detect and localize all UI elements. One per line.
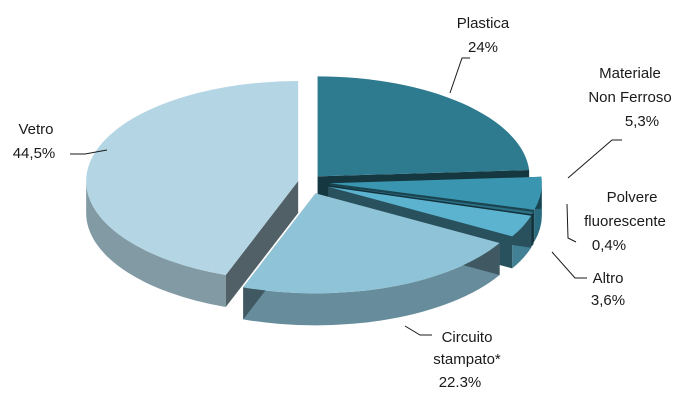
leader-line-plastica <box>449 57 470 94</box>
slice-side-vetro <box>86 181 226 308</box>
leader-line-altro <box>551 251 587 279</box>
slice-polvere-fluorescente <box>329 185 534 215</box>
leader-line-materiale <box>567 139 622 179</box>
slice-circuito-stampato <box>243 193 500 294</box>
slice-materiale-non-ferroso <box>329 176 542 210</box>
slice-vetro <box>86 81 299 276</box>
slice-side-circuito-stampato <box>243 242 500 326</box>
leader-line-polvere <box>566 203 577 243</box>
pie-slices <box>86 76 542 294</box>
label-materiale-name-1: Materiale <box>599 65 661 82</box>
label-materiale-name-2: Non Ferroso <box>588 89 671 106</box>
label-circuito-value: 22.3% <box>439 374 482 391</box>
leader-line-circuito <box>404 325 432 336</box>
label-altro-name: Altro <box>593 270 624 287</box>
slice-plastica <box>317 76 530 177</box>
label-altro-value: 3,6% <box>591 292 625 309</box>
label-plastica-value: 24% <box>468 39 498 56</box>
slice-cut-vetro-0 <box>225 181 299 308</box>
label-plastica-name: Plastica <box>457 15 510 32</box>
label-materiale-value: 5,3% <box>625 113 659 130</box>
leader-line-vetro <box>70 149 108 155</box>
label-polvere-name-1: Polvere <box>607 189 658 206</box>
label-circuito-name-2: stampato* <box>433 351 501 368</box>
label-polvere-value: 0,4% <box>592 237 626 254</box>
label-circuito-name-1: Circuito <box>442 329 493 346</box>
label-vetro-value: 44,5% <box>13 145 56 162</box>
label-vetro-name: Vetro <box>18 121 53 138</box>
slice-altro <box>328 186 532 237</box>
label-polvere-name-2: fluorescente <box>584 213 666 230</box>
